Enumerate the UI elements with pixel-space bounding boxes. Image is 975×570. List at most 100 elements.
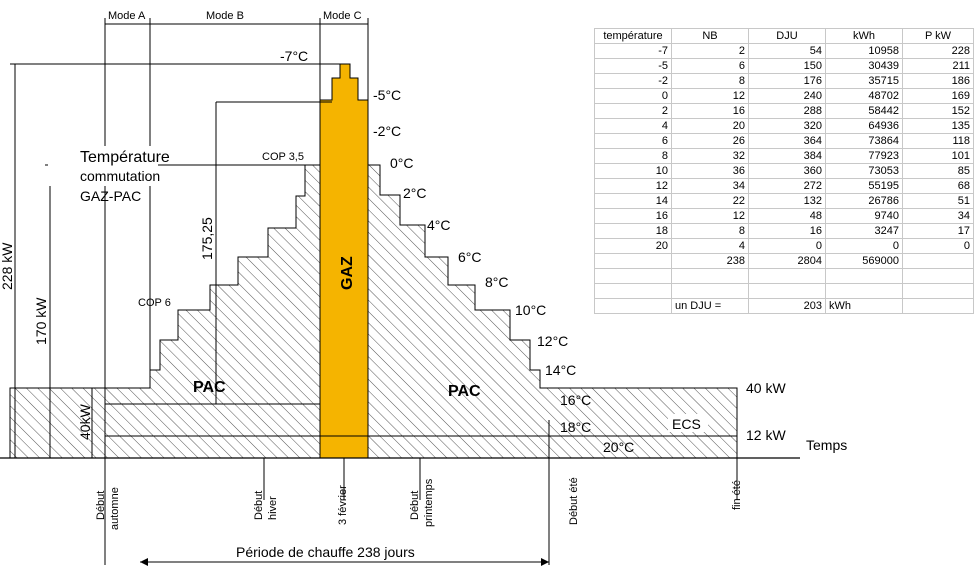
table-cell: 32 (671, 148, 749, 164)
table-cell: 73864 (825, 133, 903, 149)
table-row: 6 26 364 73864 118 (594, 133, 974, 149)
temp-6: 6°C (458, 249, 482, 265)
table-cell: 272 (748, 178, 826, 194)
table-cell (594, 268, 672, 284)
table-dju-row: un DJU = 203 kWh (594, 298, 974, 314)
table-cell: 85 (902, 163, 974, 179)
table-cell (671, 283, 749, 299)
temp-4: 4°C (427, 217, 451, 233)
table-cell: 55195 (825, 178, 903, 194)
table-cell: 26786 (825, 193, 903, 209)
pac-left-label: PAC (193, 379, 226, 396)
table-cell: 240 (748, 88, 826, 104)
temp-14: 14°C (545, 362, 576, 378)
table-cell: 12 (671, 208, 749, 224)
mode-c-label: Mode C (323, 10, 362, 22)
table-row: -2 8 176 35715 186 (594, 73, 974, 89)
table-cell: 73053 (825, 163, 903, 179)
table-cell: 48702 (825, 88, 903, 104)
table-cell: 6 (671, 58, 749, 74)
table-cell: 8 (671, 223, 749, 239)
commutation-line2: commutation (80, 168, 160, 184)
mode-a-label: Mode A (108, 10, 146, 22)
table-cell: 135 (902, 118, 974, 134)
table-empty-row (594, 283, 974, 299)
table-cell (594, 298, 672, 314)
cop6-label: COP 6 (138, 297, 171, 309)
table-cell (671, 268, 749, 284)
table-cell: 10958 (825, 43, 903, 59)
table-cell: 360 (748, 163, 826, 179)
table-cell: 132 (748, 193, 826, 209)
table-empty-row (594, 268, 974, 284)
table-cell (902, 268, 974, 284)
pac-area-right (367, 164, 738, 459)
table-cell (825, 268, 903, 284)
table-row: 16 12 48 9740 34 (594, 208, 974, 224)
debut-hiver-1: Début (253, 491, 265, 520)
table-cell: -5 (594, 58, 672, 74)
table-cell: 152 (902, 103, 974, 119)
table-cell: 34 (671, 178, 749, 194)
th-nb: NB (671, 28, 749, 44)
table-row: 14 22 132 26786 51 (594, 193, 974, 209)
table-cell: 288 (748, 103, 826, 119)
debut-printemps-2: printemps (423, 478, 435, 527)
fin-ete-label: fin été (731, 480, 743, 510)
table-cell: 30439 (825, 58, 903, 74)
table-cell: 17 (902, 223, 974, 239)
table-cell: 3247 (825, 223, 903, 239)
th-pkw: P kW (902, 28, 974, 44)
table-cell: 2804 (748, 253, 826, 269)
table-cell: 35715 (825, 73, 903, 89)
table-cell (902, 298, 974, 314)
commutation-line3: GAZ-PAC (80, 188, 141, 204)
table-cell: 64936 (825, 118, 903, 134)
table-cell: 58442 (825, 103, 903, 119)
period-label: Période de chauffe 238 jours (236, 544, 415, 560)
table-row: 8 32 384 77923 101 (594, 148, 974, 164)
pac-area (9, 164, 321, 459)
table-cell (825, 283, 903, 299)
table-cell: 22 (671, 193, 749, 209)
table-cell: 238 (671, 253, 749, 269)
table-cell: 36 (671, 163, 749, 179)
table-cell (902, 283, 974, 299)
axis-170-label: 170 kW (33, 297, 49, 345)
table-cell: un DJU = (671, 298, 749, 314)
table-cell: 101 (902, 148, 974, 164)
table-cell: 14 (594, 193, 672, 209)
cop35-label: COP 3,5 (262, 151, 304, 163)
mode-b-label: Mode B (206, 10, 244, 22)
table-cell: 0 (594, 88, 672, 104)
table-cell: kWh (825, 298, 903, 314)
th-kwh: kWh (825, 28, 903, 44)
debut-ete-label: Début été (568, 477, 580, 525)
table-cell (748, 283, 826, 299)
temp-16: 16°C (560, 392, 591, 408)
gaz-label: GAZ (339, 256, 356, 290)
table-cell: 16 (594, 208, 672, 224)
table-cell (594, 283, 672, 299)
table-cell: 203 (748, 298, 826, 314)
table-cell: 12 (594, 178, 672, 194)
axis-175-label: 175,25 (199, 217, 215, 260)
table-row: -5 6 150 30439 211 (594, 58, 974, 74)
temp-20: 20°C (603, 439, 634, 455)
table-cell: 18 (594, 223, 672, 239)
temp-12: 12°C (537, 333, 568, 349)
table-cell: -7 (594, 43, 672, 59)
table-cell: 364 (748, 133, 826, 149)
table-cell: 2 (594, 103, 672, 119)
pac-right-label: PAC (448, 383, 481, 400)
kw40-label: 40 kW (746, 380, 786, 396)
table-row: 2 16 288 58442 152 (594, 103, 974, 119)
temp-0: 0°C (390, 155, 414, 171)
table-row: 18 8 16 3247 17 (594, 223, 974, 239)
table-cell: 186 (902, 73, 974, 89)
table-cell: 54 (748, 43, 826, 59)
ecs-label: ECS (672, 416, 701, 432)
axis-40-label: 40kW (77, 403, 93, 440)
table-row: 20 4 0 0 0 (594, 238, 974, 254)
